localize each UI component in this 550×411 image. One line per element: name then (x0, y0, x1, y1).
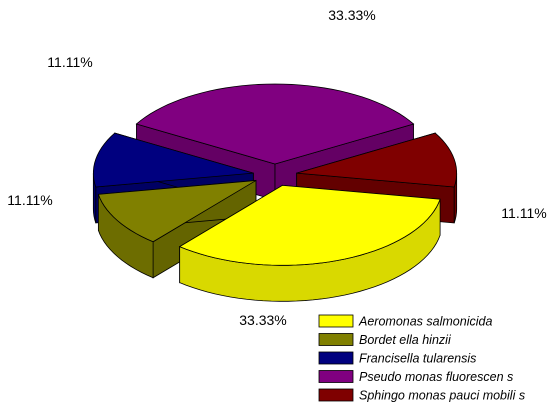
slice-bordetella-hinzii (97, 179, 257, 279)
value-label-sphingomonas-paucimobilis: 11.11% (501, 205, 546, 221)
legend-swatch (318, 351, 354, 365)
legend-item-bordetella-hinzii: Bordet ella hinzii (318, 333, 452, 347)
legend-item-francisella-tularensis: Francisella tularensis (318, 351, 476, 366)
legend-item-sphingomonas-paucimobilis: Sphingo monas pauci mobili s (318, 388, 525, 403)
legend-label: Sphingo monas pauci mobili s (359, 389, 525, 403)
legend-swatch (318, 333, 354, 346)
legend: Aeromonas salmonicida Bordet ella hinzii F… (309, 309, 549, 410)
pie-slices (92, 83, 458, 302)
value-label-francisella-tularensis: 11.11% (47, 54, 92, 70)
legend-label: Bordet ella hinzii (359, 333, 452, 347)
value-label-bordetella-hinzii: 11.11% (7, 192, 52, 208)
slice-top-face (135, 83, 415, 165)
slice-top-face (97, 180, 257, 243)
legend-item-aeromonas-salmonicida: Aeromonas salmonicida (318, 314, 492, 329)
legend-label: Francisella tularensis (359, 352, 476, 366)
pie-value-labels: 33.33% 11.11% 33.33% 11.11% 11.11% (7, 7, 546, 328)
legend-label: Aeromonas salmonicida (358, 315, 492, 329)
slice-aeromonas-salmonicida (178, 184, 441, 302)
slice-top-face (178, 184, 441, 266)
legend-swatch (318, 388, 354, 402)
legend-item-pseudomonas-fluorescens: Pseudo monas fluorescen s (318, 370, 513, 384)
legend-swatch (318, 314, 354, 328)
legend-label: Pseudo monas fluorescen s (359, 370, 513, 384)
slice-top-face (296, 132, 458, 188)
value-label-pseudomonas-fluorescens: 33.33% (328, 7, 375, 23)
slice-top-face (92, 132, 254, 188)
legend-swatch (318, 370, 354, 383)
value-label-aeromonas-salmonicida: 33.33% (239, 312, 286, 328)
